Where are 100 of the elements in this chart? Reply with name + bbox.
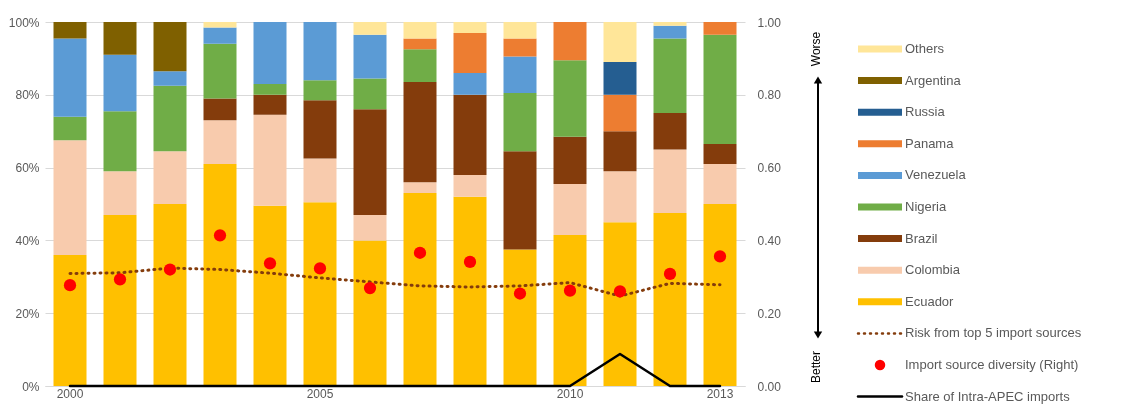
bar	[453, 174, 487, 197]
bar	[353, 22, 387, 35]
bar	[53, 254, 87, 386]
legend-label: Share of Intra-APEC imports	[905, 388, 1071, 404]
x-tick-label: 2005	[306, 386, 334, 401]
bar	[153, 71, 187, 86]
point	[63, 279, 77, 292]
y2-tick-label: 1.00	[757, 15, 782, 30]
bar	[353, 214, 387, 241]
bar	[553, 22, 587, 61]
bar	[503, 249, 537, 386]
legend-label: Ecuador	[905, 293, 955, 309]
bar	[303, 158, 337, 203]
bar	[603, 131, 637, 172]
bar	[403, 82, 437, 183]
point	[263, 257, 277, 270]
bar	[303, 22, 337, 81]
bar	[653, 149, 687, 214]
bar	[303, 80, 337, 101]
legend-label: Argentina	[905, 72, 962, 88]
bar	[203, 27, 237, 44]
bar	[403, 38, 437, 50]
point	[463, 255, 477, 268]
legend-label: Nigeria	[905, 199, 947, 214]
legend-label: Brazil	[905, 230, 938, 246]
bar	[403, 193, 437, 386]
text: Worse	[809, 31, 823, 67]
bar	[103, 54, 137, 112]
bar	[503, 92, 537, 152]
point	[513, 287, 527, 300]
y-tick-label: 60%	[15, 161, 40, 176]
bar	[453, 22, 487, 33]
point	[313, 262, 327, 275]
bar	[253, 83, 287, 95]
bar	[153, 204, 187, 386]
bar	[603, 62, 637, 95]
bar	[103, 22, 137, 55]
bar	[703, 163, 737, 204]
point	[613, 285, 627, 298]
bar	[653, 25, 687, 39]
y-tick-label: 100%	[8, 15, 40, 30]
y2-tick-label: 0.80	[757, 88, 782, 103]
bar	[403, 49, 437, 83]
bar	[103, 214, 137, 386]
point	[163, 263, 177, 276]
point	[413, 246, 427, 259]
bar	[203, 98, 237, 121]
bar	[503, 22, 537, 39]
bar	[153, 85, 187, 152]
bar	[353, 240, 387, 386]
legend-label: Russia	[905, 104, 946, 120]
bar	[453, 72, 487, 95]
bar	[53, 140, 87, 255]
y-tick-label: 40%	[15, 233, 40, 248]
point	[563, 284, 577, 297]
bar	[453, 196, 487, 386]
bar	[653, 113, 687, 150]
bar	[553, 60, 587, 137]
bar	[703, 204, 737, 386]
point	[113, 273, 127, 286]
bar	[203, 120, 237, 164]
x-tick-label: 2013	[706, 386, 734, 401]
bar	[253, 114, 287, 206]
bar	[353, 34, 387, 79]
bar	[353, 109, 387, 215]
bar	[103, 171, 137, 215]
bar	[53, 22, 87, 39]
bar	[53, 38, 87, 117]
bar	[703, 143, 737, 164]
y-tick-label: 0%	[22, 379, 40, 394]
bar	[603, 22, 637, 63]
bar	[553, 136, 587, 184]
bar	[453, 32, 487, 73]
bar	[103, 111, 137, 172]
bar	[403, 22, 437, 39]
bar	[603, 171, 637, 223]
bar	[203, 22, 237, 28]
bar	[153, 151, 187, 204]
x-tick-label: 2010	[556, 386, 584, 401]
bar	[603, 222, 637, 386]
bar	[503, 151, 537, 250]
y-tick-label: 20%	[15, 306, 40, 321]
bar	[303, 202, 337, 386]
legend-label: Panama	[905, 135, 955, 151]
x-tick-label: 2000	[56, 386, 84, 401]
point	[363, 281, 377, 295]
bar	[253, 22, 287, 84]
legend-label: Import source diversity (Right)	[905, 357, 1079, 372]
bar	[653, 38, 687, 113]
bar	[653, 22, 687, 26]
bar	[553, 234, 587, 386]
y-tick-label: 80%	[15, 88, 40, 103]
y2-tick-label: 0.60	[757, 161, 782, 176]
bar	[303, 100, 337, 159]
point	[713, 250, 727, 263]
bar	[653, 213, 687, 386]
y2-tick-label: 0.20	[757, 306, 782, 321]
bar	[203, 43, 237, 99]
bar	[203, 163, 237, 386]
bar	[503, 38, 537, 57]
